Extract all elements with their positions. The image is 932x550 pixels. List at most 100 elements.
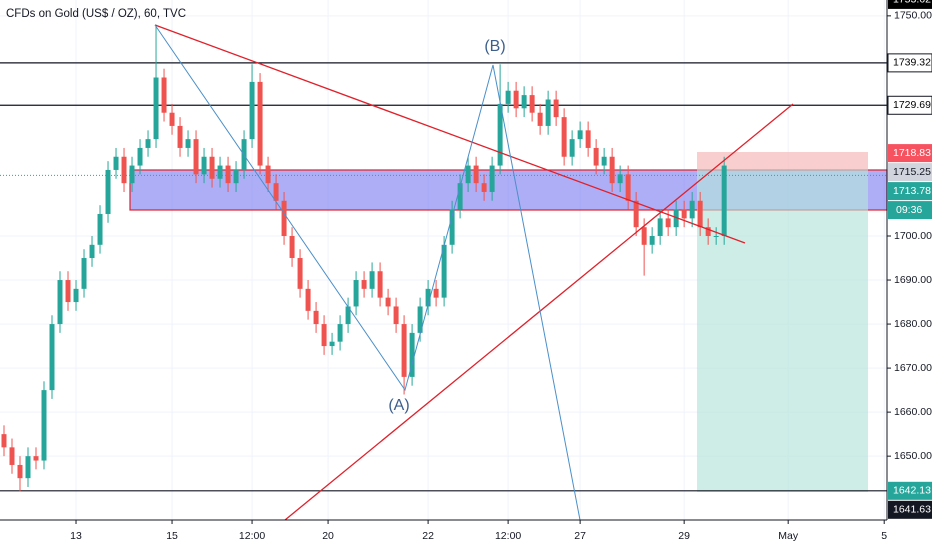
x-tick-label: 13 bbox=[70, 530, 82, 542]
axis-labels: 1750.00 1700.00 1690.00 1680.00 1670.00 1660.… bbox=[70, 0, 932, 542]
candle-body bbox=[561, 117, 567, 157]
candle-body bbox=[1, 434, 7, 448]
candle-body bbox=[129, 165, 135, 184]
y-tick-label: 1680.00 bbox=[894, 318, 932, 330]
candle-body bbox=[289, 236, 295, 259]
candle-body bbox=[169, 112, 175, 126]
candle-body bbox=[89, 244, 95, 259]
candle-body bbox=[449, 209, 455, 245]
candle-body bbox=[553, 99, 559, 118]
candle-body bbox=[665, 218, 671, 228]
x-tick-label: 29 bbox=[678, 530, 690, 542]
candle-body bbox=[273, 183, 279, 201]
candle-body bbox=[521, 95, 527, 109]
candles bbox=[1, 24, 727, 492]
candle-body bbox=[393, 306, 399, 325]
candle-body bbox=[473, 165, 479, 184]
wave-label: (B) bbox=[484, 38, 505, 55]
candle-body bbox=[585, 130, 591, 148]
candle-body bbox=[353, 280, 359, 307]
price-label: 1715.25 bbox=[893, 166, 931, 178]
x-tick-label: 5 bbox=[881, 530, 887, 542]
x-tick-label: 27 bbox=[574, 530, 586, 542]
price-label-box bbox=[888, 144, 932, 163]
countdown-box bbox=[888, 201, 932, 220]
candle-body bbox=[609, 156, 615, 184]
trend-line bbox=[284, 103, 794, 521]
price-label-box bbox=[888, 182, 932, 201]
stop-zone bbox=[697, 152, 868, 170]
candle-body bbox=[49, 324, 55, 391]
candle-body bbox=[337, 324, 343, 342]
candle-body bbox=[9, 447, 15, 465]
candle-body bbox=[153, 77, 159, 140]
x-tick-label: 20 bbox=[322, 530, 334, 542]
x-tick-label: 12:00 bbox=[495, 530, 521, 542]
price-label: 1641.63 bbox=[893, 504, 931, 516]
candle-body bbox=[57, 280, 63, 325]
candle-body bbox=[721, 165, 727, 237]
candle-body bbox=[361, 280, 367, 289]
countdown: 09:36 bbox=[896, 204, 922, 216]
candle-body bbox=[233, 169, 239, 184]
price-label-box bbox=[887, 53, 932, 73]
x-tick-label: 12:00 bbox=[239, 530, 265, 542]
y-tick-label: 1700.00 bbox=[894, 230, 932, 242]
candle-body bbox=[497, 103, 503, 166]
price-label-box bbox=[888, 0, 932, 9]
candle-body bbox=[41, 390, 47, 461]
candle-body bbox=[505, 90, 511, 104]
candle-body bbox=[577, 130, 583, 140]
candle-body bbox=[345, 306, 351, 325]
candle-body bbox=[377, 271, 383, 298]
candle-body bbox=[193, 139, 199, 175]
price-label: 1642.13 bbox=[893, 485, 931, 497]
trend-line bbox=[154, 24, 746, 244]
candle-body bbox=[105, 169, 111, 214]
candle-body bbox=[201, 156, 207, 175]
candle-body bbox=[369, 271, 375, 289]
candle-body bbox=[697, 200, 703, 228]
price-label: 1739.32 bbox=[893, 57, 931, 69]
candle-body bbox=[137, 147, 143, 166]
candle-body bbox=[97, 213, 103, 245]
candle-body bbox=[249, 81, 255, 140]
candle-body bbox=[329, 341, 335, 347]
candle-body bbox=[17, 464, 23, 479]
candle-body bbox=[569, 139, 575, 157]
candle-body bbox=[545, 99, 551, 126]
candle-body bbox=[713, 236, 719, 238]
candle-body bbox=[297, 258, 303, 289]
candle-body bbox=[305, 288, 311, 311]
candle-body bbox=[217, 165, 223, 179]
x-tick-label: 15 bbox=[166, 530, 178, 542]
candle-body bbox=[409, 332, 415, 377]
candle-body bbox=[529, 95, 535, 113]
y-tick-label: 1750.00 bbox=[894, 10, 932, 22]
candle-body bbox=[617, 174, 623, 184]
candle-body bbox=[465, 165, 471, 184]
candle-body bbox=[481, 183, 487, 192]
candle-body bbox=[513, 90, 519, 109]
wave-label: (A) bbox=[388, 397, 409, 414]
candle-body bbox=[441, 244, 447, 298]
candle-body bbox=[33, 456, 39, 461]
candle-body bbox=[209, 156, 215, 179]
price-label: 1718.83 bbox=[893, 147, 931, 159]
candle-body bbox=[689, 200, 695, 219]
candle-body bbox=[681, 209, 687, 219]
candle-body bbox=[425, 288, 431, 307]
candle-body bbox=[385, 297, 391, 307]
y-tick-label: 1650.00 bbox=[894, 450, 932, 462]
candle-body bbox=[177, 125, 183, 148]
price-label: 1729.69 bbox=[893, 99, 931, 111]
candle-body bbox=[65, 280, 71, 303]
candle-body bbox=[225, 165, 231, 184]
candle-body bbox=[113, 156, 119, 170]
candle-body bbox=[185, 139, 191, 148]
candle-body bbox=[537, 112, 543, 126]
wave-line bbox=[154, 24, 581, 521]
candle-body bbox=[705, 227, 711, 237]
candle-body bbox=[649, 236, 655, 245]
